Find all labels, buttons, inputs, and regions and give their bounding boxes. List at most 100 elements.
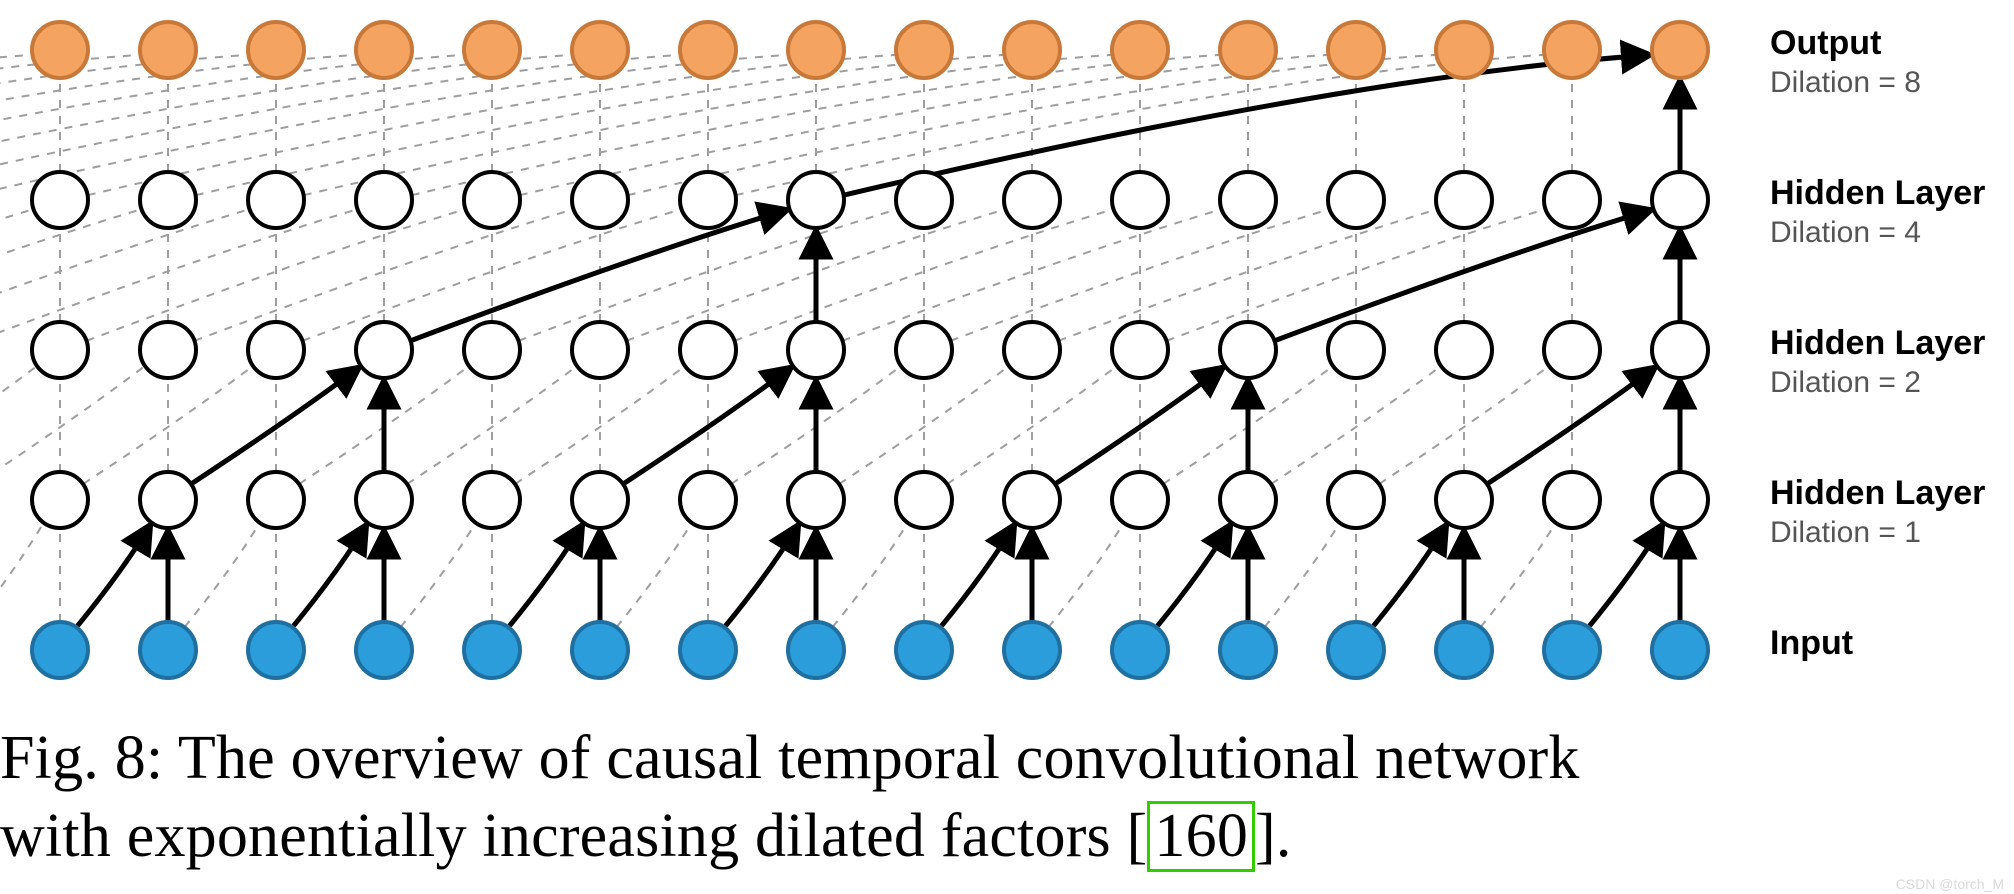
node-input [1220,622,1276,678]
node-output [32,22,88,78]
edge-solid [940,523,1015,628]
layer-sub-h1: Dilation = 1 [1770,516,1921,549]
edge-dashed [0,209,34,350]
node-output [1544,22,1600,78]
node-h1 [32,472,88,528]
node-h1 [1004,472,1060,528]
node-h1 [248,472,304,528]
node-output [1220,22,1276,78]
node-h3 [32,172,88,228]
node-h2 [1220,322,1276,378]
node-h3 [572,172,628,228]
node-h3 [1220,172,1276,228]
edge-dashed [1048,523,1123,628]
node-input [356,622,412,678]
node-output [248,22,304,78]
layer-title-h3: Hidden Layer [1770,174,1985,212]
node-output [464,22,520,78]
node-h3 [464,172,520,228]
node-h3 [248,172,304,228]
node-input [1004,622,1060,678]
node-input [1112,622,1168,678]
caption-line2-before: with exponentially increasing dilated fa… [0,802,1147,870]
node-h1 [1112,472,1168,528]
edge-solid [1588,523,1663,628]
node-input [464,622,520,678]
node-h2 [680,322,736,378]
layer-title-h2: Hidden Layer [1770,324,1985,362]
node-h2 [1436,322,1492,378]
node-input [248,622,304,678]
edge-dashed [616,523,691,628]
node-h1 [680,472,736,528]
node-h3 [1652,172,1708,228]
node-output [680,22,736,78]
node-output [1112,22,1168,78]
node-h1 [1544,472,1600,528]
edge-dashed [0,209,250,350]
node-input [1544,622,1600,678]
node-h3 [356,172,412,228]
node-h3 [1112,172,1168,228]
edge-solid [1372,523,1447,628]
edge-solid [508,523,583,628]
edge-dashed [832,523,907,628]
edge-solid [292,523,367,628]
node-h2 [1652,322,1708,378]
layer-title-input: Input [1770,624,1853,662]
node-h1 [464,472,520,528]
node-h1 [572,472,628,528]
node-input [788,622,844,678]
node-h2 [788,322,844,378]
node-output [788,22,844,78]
node-h2 [1004,322,1060,378]
node-input [140,622,196,678]
node-output [1004,22,1060,78]
layer-sub-output: Dilation = 8 [1770,66,1921,99]
node-h3 [1328,172,1384,228]
edge-dashed [0,55,680,200]
node-output [140,22,196,78]
node-h1 [1652,472,1708,528]
node-output [356,22,412,78]
node-input [32,622,88,678]
edge-dashed [400,523,475,628]
node-h1 [1328,472,1384,528]
node-h1 [1220,472,1276,528]
edge-solid [1156,523,1231,628]
node-h3 [1436,172,1492,228]
node-h3 [680,172,736,228]
node-h2 [32,322,88,378]
node-output [1328,22,1384,78]
node-h2 [140,322,196,378]
node-h2 [1544,322,1600,378]
edge-dashed [1264,523,1339,628]
node-output [572,22,628,78]
edge-dashed [184,523,259,628]
edge-solid [76,523,151,628]
node-h1 [896,472,952,528]
node-h3 [1544,172,1600,228]
node-output [1436,22,1492,78]
figure-container: { "diagram": { "type": "network", "svg":… [0,0,2014,894]
node-h1 [140,472,196,528]
node-input [1652,622,1708,678]
node-h3 [140,172,196,228]
caption-line1: Fig. 8: The overview of causal temporal … [0,724,1580,792]
node-input [572,622,628,678]
node-h3 [1004,172,1060,228]
node-h3 [788,172,844,228]
caption-line2-after: ]. [1255,802,1292,870]
citation-link[interactable]: 160 [1147,801,1255,872]
node-output [1652,22,1708,78]
layer-title-output: Output [1770,24,1881,62]
tcn-diagram: Output Dilation = 8 Hidden Layer Dilation =… [0,0,2014,700]
node-h2 [896,322,952,378]
layer-title-h1: Hidden Layer [1770,474,1985,512]
edge-dashed [1480,523,1555,628]
node-h2 [356,322,412,378]
node-h2 [248,322,304,378]
edge-dashed [0,55,248,200]
watermark: CSDN @torch_M [1896,876,2004,892]
layer-sub-h3: Dilation = 4 [1770,216,1921,249]
